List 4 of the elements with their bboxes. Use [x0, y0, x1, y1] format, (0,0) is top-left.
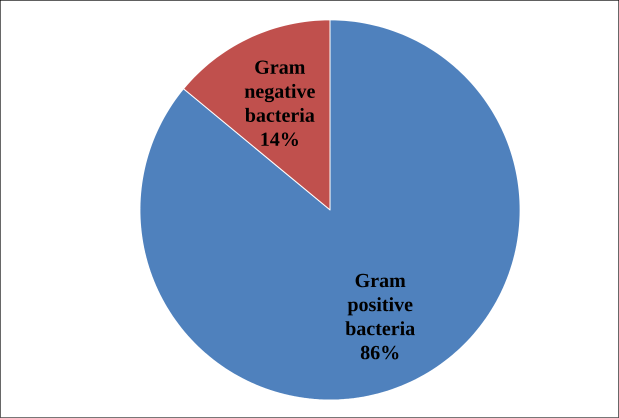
slice-label: Gram negative bacteria [244, 60, 315, 122]
data-label: 86% [360, 346, 398, 360]
slice-label: Gram positive bacteria [345, 274, 415, 336]
data-label: 14% [261, 132, 298, 146]
